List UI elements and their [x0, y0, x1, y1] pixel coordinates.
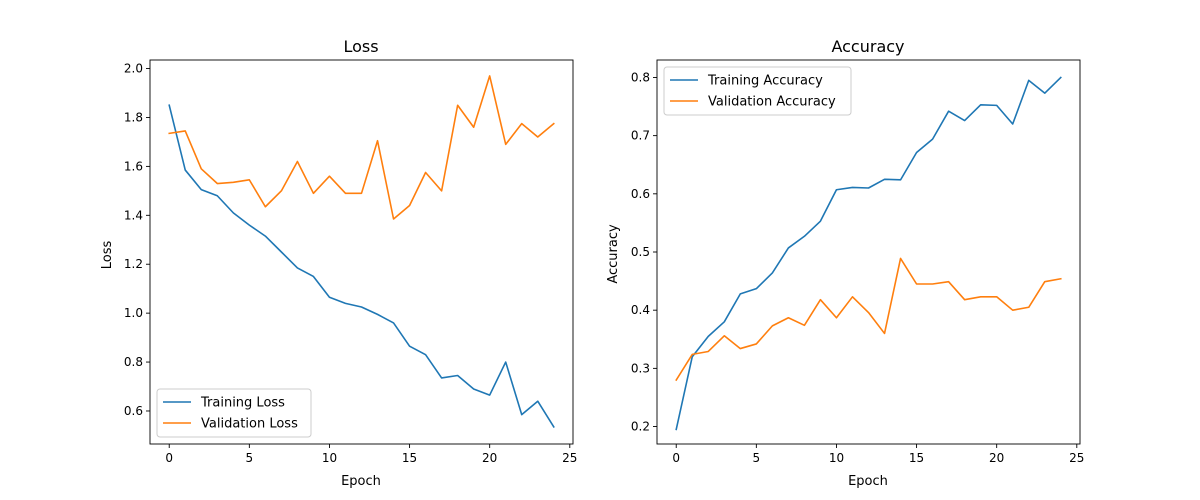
loss-y-tick-label: 1.4	[124, 208, 143, 222]
accuracy-x-tick-label: 5	[753, 451, 761, 465]
loss-y-tick-label: 1.2	[124, 257, 143, 271]
loss-y-tick-label: 1.0	[124, 306, 143, 320]
loss-y-tick-label: 0.6	[124, 404, 143, 418]
accuracy-axes-frame	[656, 59, 1081, 445]
loss-x-tick-label: 10	[322, 451, 337, 465]
accuracy-x-axis-label: Epoch	[848, 474, 888, 489]
accuracy-y-tick-label: 0.4	[631, 303, 650, 317]
loss-x-tick-label: 25	[562, 451, 577, 465]
loss-y-tick-label: 0.8	[124, 355, 143, 369]
accuracy-x-tick-label: 0	[672, 451, 680, 465]
loss-series-line-training	[168, 104, 555, 428]
loss-legend: Training Loss Validation Loss	[156, 388, 312, 438]
loss-y-tick-label: 2.0	[124, 62, 143, 76]
accuracy-subplot: Accuracy Epoch Accuracy 0 5 10 15 20 25 0.2 0.3…	[606, 37, 1084, 489]
accuracy-x-tick-label: 25	[1069, 451, 1084, 465]
loss-x-axis-label: Epoch	[341, 474, 381, 489]
accuracy-legend-label-validation: Validation Accuracy	[708, 95, 836, 110]
loss-y-tick-label: 1.6	[124, 159, 143, 173]
loss-x-tick-label: 15	[402, 451, 417, 465]
accuracy-series-line-validation	[675, 257, 1062, 382]
loss-legend-label-training: Training Loss	[200, 396, 285, 411]
accuracy-y-tick-label: 0.2	[631, 420, 650, 434]
accuracy-legend-box	[663, 66, 852, 116]
accuracy-x-tick-label: 20	[989, 451, 1004, 465]
accuracy-chart-title: Accuracy	[831, 37, 904, 56]
accuracy-y-tick-label: 0.6	[631, 187, 650, 201]
loss-series-line-validation	[168, 75, 555, 220]
accuracy-y-tick-label: 0.5	[631, 245, 650, 259]
accuracy-y-tick-label: 0.7	[631, 129, 650, 143]
loss-y-axis-label: Loss	[100, 241, 115, 270]
loss-plot-area: 0 5 10 15 20 25 0.6 0.8 1.0 1.2 1.4 1.6 1.8 2.0	[124, 59, 577, 465]
accuracy-x-tick-label: 10	[829, 451, 844, 465]
accuracy-y-tick-label: 0.3	[631, 361, 650, 375]
accuracy-legend-label-training: Training Accuracy	[707, 74, 823, 89]
loss-chart-title: Loss	[343, 37, 378, 56]
accuracy-y-axis-label: Accuracy	[606, 224, 621, 284]
loss-legend-box	[156, 388, 312, 438]
accuracy-x-tick-label: 15	[909, 451, 924, 465]
loss-axes-frame	[149, 59, 574, 445]
accuracy-plot-area: 0 5 10 15 20 25 0.2 0.3 0.4 0.5 0.6 0.7 0.8	[631, 59, 1084, 465]
loss-subplot: Loss Epoch Loss 0 5 10 15 20 25 0.6 0.8 1.0 1.2 1.…	[100, 37, 577, 489]
loss-x-tick-label: 0	[165, 451, 173, 465]
accuracy-legend: Training Accuracy Validation Accuracy	[663, 66, 852, 116]
loss-x-tick-label: 5	[246, 451, 254, 465]
loss-x-tick-label: 20	[482, 451, 497, 465]
loss-y-tick-label: 1.8	[124, 110, 143, 124]
accuracy-y-tick-label: 0.8	[631, 70, 650, 84]
accuracy-series-line-training	[675, 76, 1062, 431]
loss-legend-label-validation: Validation Loss	[201, 417, 298, 432]
